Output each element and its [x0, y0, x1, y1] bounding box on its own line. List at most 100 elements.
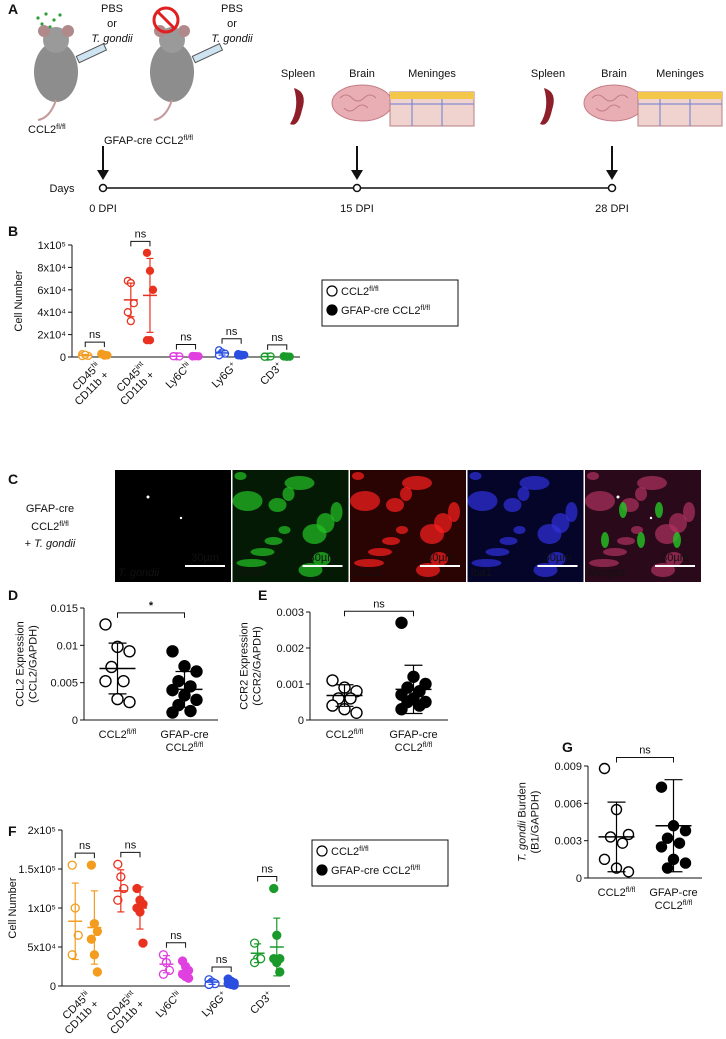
data-point: [123, 645, 136, 658]
cell: [396, 526, 408, 534]
data-point: [113, 895, 123, 905]
cell: [268, 498, 287, 512]
channel-label: Iba1: [471, 567, 492, 579]
panel-label: C: [8, 471, 18, 487]
data-point: [123, 695, 136, 709]
x-tick-label: CCL2fl/fl: [326, 727, 364, 742]
legend-box: [321, 279, 459, 327]
significance-label: *: [149, 600, 154, 612]
parasite: [179, 516, 183, 520]
y-tick-label: 0: [60, 352, 66, 364]
text-part: T. gondii: [34, 538, 76, 550]
data-point: [117, 674, 130, 688]
text-part: Burden: [517, 782, 529, 821]
y-tick-label: 0.005: [50, 678, 78, 690]
legend-label: CCL2fl/fl: [341, 284, 379, 299]
cell: [589, 559, 619, 567]
cell: [278, 526, 291, 534]
text-part: CCL2: [331, 846, 359, 858]
micrograph: [115, 470, 231, 582]
significance-bracket: [120, 851, 141, 858]
text-part: hi: [89, 359, 100, 370]
meninges-layer: [638, 92, 722, 99]
parasite: [146, 495, 150, 499]
data-point: [178, 660, 191, 673]
data-point: [344, 692, 357, 705]
data-point: [679, 825, 692, 837]
panel-label: B: [8, 223, 18, 239]
cell: [683, 502, 695, 522]
text-part: CCL2: [99, 729, 127, 741]
y-tick-label: 2x10⁴: [37, 330, 66, 342]
data-point: [166, 645, 179, 658]
text-part: +: [272, 358, 282, 368]
chart: D 0 0.005 0.01 0.015 CCL2 Expression(CCL2/GAP…: [8, 587, 218, 754]
data-point: [661, 862, 674, 874]
panel-label: F: [8, 823, 17, 839]
chart: E 0 0.001 0.002 0.003 CCR2 Expression(CCR2/GA…: [239, 587, 448, 754]
sample-label: GFAP-cre: [26, 503, 74, 515]
data-point: [661, 832, 674, 844]
data-point: [145, 336, 155, 345]
x-tick-label: CD45hiCD11b +: [62, 359, 111, 408]
cell: [312, 552, 331, 566]
text-part: CCL2 Expression: [15, 621, 27, 707]
cell: [402, 476, 432, 490]
text-part: fl/fl: [410, 863, 420, 872]
text-part: CCL2: [341, 286, 369, 298]
organ-label: Meninges: [656, 68, 704, 80]
treatment: or: [107, 18, 117, 30]
significance-label: ns: [125, 839, 137, 851]
channel-label: T. gondii: [118, 567, 160, 579]
x-tick-label: Ly6Chi: [162, 359, 194, 391]
panel-label: G: [562, 739, 573, 755]
data-point: [166, 706, 179, 719]
cell: [284, 476, 315, 490]
text-part: T. gondii: [517, 820, 529, 862]
text-part: CCL2: [28, 124, 56, 136]
text-part: (CCR2/GAPDH): [252, 626, 264, 705]
data-point: [105, 660, 118, 674]
cell: [585, 491, 615, 511]
text-part: +: [226, 358, 236, 368]
significance-bracket: [616, 756, 674, 763]
significance-label: ns: [180, 331, 192, 343]
text-part: Cell Number: [13, 270, 25, 331]
x-tick-label: Ly6G+: [198, 987, 230, 1019]
x-tick-label: GFAP-cre CCL2fl/fl: [160, 729, 208, 754]
data-point: [67, 860, 77, 870]
text-part: fl/fl: [420, 303, 430, 312]
treatment: or: [227, 18, 237, 30]
y-tick-label: 0.01: [57, 640, 78, 652]
significance-bracket: [344, 610, 414, 617]
significance-bracket: [130, 240, 151, 247]
organ-label: Brain: [349, 68, 375, 80]
data-point: [655, 781, 668, 793]
y-tick-label: 0: [298, 715, 304, 727]
meninges-vessels: [638, 99, 722, 126]
brain-folds: [339, 94, 377, 112]
text-part: (CCL2/GAPDH): [28, 625, 40, 703]
cell: [519, 476, 550, 490]
cell: [669, 513, 687, 533]
y-tick-label: 2x10⁵: [28, 825, 56, 837]
legend-marker: [326, 304, 338, 316]
timeline: [97, 146, 618, 193]
cell: [386, 498, 404, 512]
y-tick-label: 1.5x10⁵: [18, 864, 56, 876]
micrographs: T. gondii 30µm GFAP 30µm CCL2 30µm Iba1 30µm Mer…: [115, 470, 701, 582]
text-part: hi: [79, 988, 90, 999]
significance-label: ns: [170, 930, 182, 942]
data-point: [395, 616, 408, 629]
scale-label: 30µm: [544, 552, 572, 564]
data-point: [86, 860, 97, 870]
scale-label: 30µm: [191, 552, 219, 564]
text-part: CCL2: [31, 521, 59, 533]
data-point: [111, 692, 124, 706]
x-tick-label: CD45intCD11b +: [98, 987, 148, 1037]
text-part: fl/fl: [183, 133, 193, 142]
data-point: [86, 934, 97, 944]
x-tick-label: Ly6G+: [208, 358, 240, 390]
chart: F 0 5x10⁴ 1x10⁵ 1.5x10⁵ 2x10⁵ Cell Number CD45h…: [7, 823, 449, 1037]
text-part: fl/fl: [359, 844, 369, 853]
